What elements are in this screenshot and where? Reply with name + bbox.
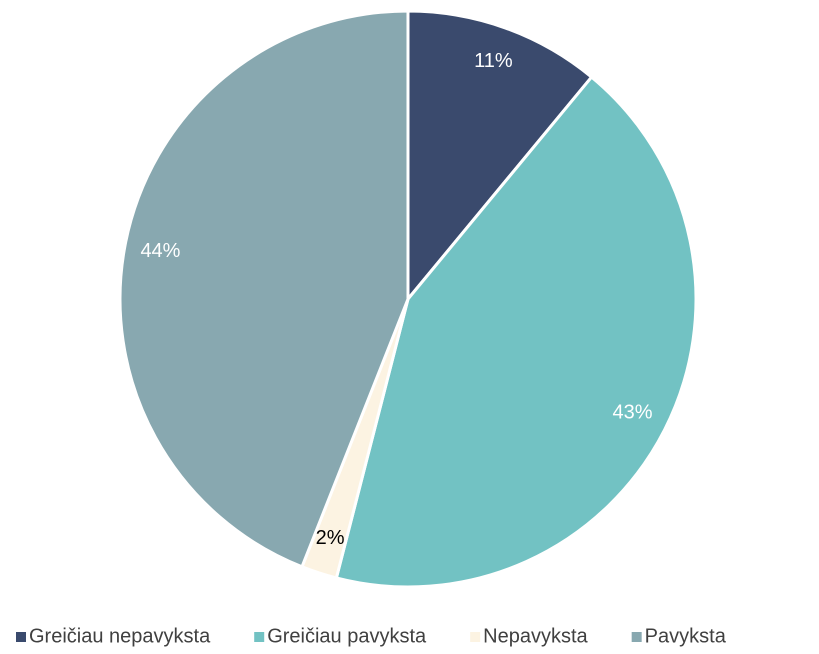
legend-marker	[470, 632, 481, 642]
pie-slice	[118, 9, 410, 569]
legend-label: Pavyksta	[645, 625, 727, 647]
legend-label: Nepavyksta	[483, 625, 588, 647]
data-label: 11%	[474, 50, 513, 72]
data-label: 2%	[316, 527, 345, 549]
legend-label: Greičiau nepavyksta	[29, 625, 211, 647]
legend-marker	[254, 632, 265, 642]
data-label: 43%	[613, 402, 653, 424]
legend-marker	[16, 632, 26, 642]
pie-slice	[334, 74, 698, 589]
legend-label: Greičiau pavyksta	[267, 625, 427, 647]
legend-marker	[631, 632, 642, 642]
pie-slice	[406, 9, 594, 304]
data-label: 44%	[140, 240, 180, 262]
